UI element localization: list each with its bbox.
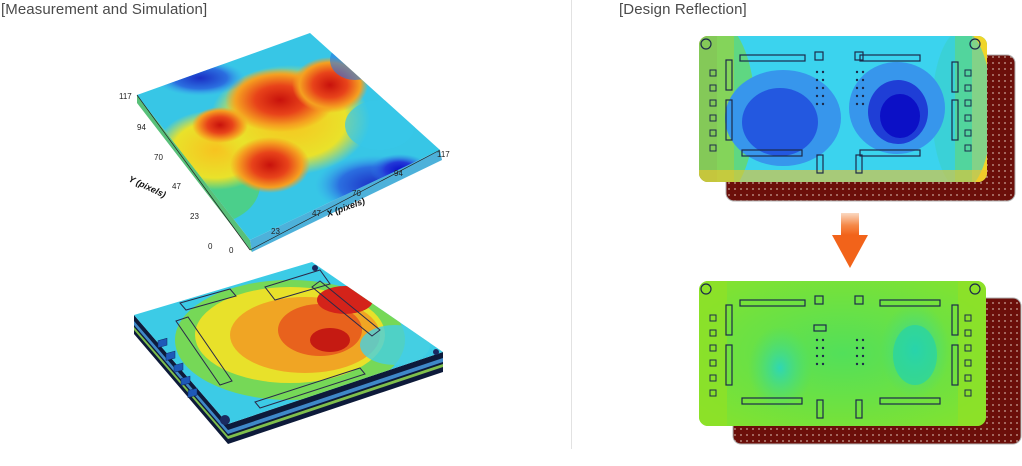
x-tick-0: 0 — [229, 246, 234, 255]
x-tick-117: 117 — [437, 150, 450, 159]
y-tick-0: 0 — [208, 242, 213, 251]
y-tick-70: 70 — [154, 153, 163, 162]
x-tick-23: 23 — [271, 227, 280, 236]
x-tick-70: 70 — [352, 189, 361, 198]
x-tick-47: 47 — [312, 209, 321, 218]
pcb-traces-top — [700, 38, 981, 174]
y-tick-23: 23 — [190, 212, 199, 221]
pcb-vias-bottom — [815, 338, 865, 366]
surface-plot-3d: 117 94 70 47 23 0 0 23 47 70 94 117 Y (p… — [119, 33, 450, 255]
pcb-traces-bottom — [700, 283, 981, 419]
y-tick-94: 94 — [137, 123, 146, 132]
surface-side-right — [250, 150, 442, 252]
y-tick-117: 117 — [119, 92, 132, 101]
pad-row — [157, 337, 198, 398]
x-tick-94: 94 — [394, 169, 403, 178]
title-design-reflection: [Design Reflection] — [619, 1, 747, 18]
section-divider — [571, 0, 572, 449]
pcb-after-design — [699, 281, 1022, 445]
pcb-simulation-3d — [134, 262, 443, 444]
y-axis-label: Y (pixels) — [127, 174, 167, 200]
pcb-vias-top — [815, 70, 865, 106]
title-measurement-simulation: [Measurement and Simulation] — [1, 1, 208, 18]
pcb-before-design — [699, 36, 1016, 202]
down-arrow-icon — [832, 213, 868, 268]
y-tick-47: 47 — [172, 182, 181, 191]
